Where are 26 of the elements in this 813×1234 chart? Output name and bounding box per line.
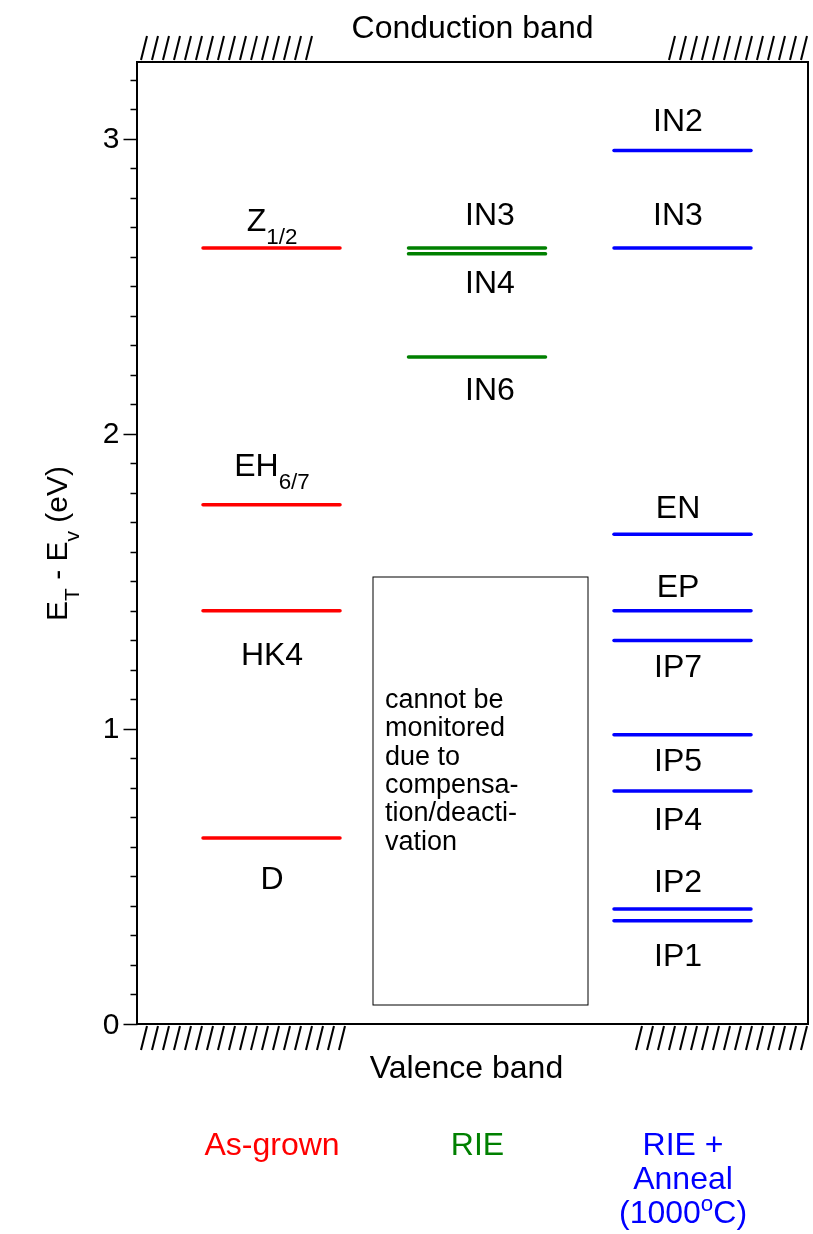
annotation: IN3: [653, 196, 703, 233]
annotation: EH$_{6/7}$: [234, 447, 310, 494]
text: Conduction band: [351, 9, 594, 45]
x-tick-label: As-grown: [204, 1125, 340, 1162]
annotation: IN2: [653, 102, 703, 139]
annotation: IP5: [653, 742, 703, 779]
x-tick-label: RIE: [450, 1125, 505, 1162]
text: Valence band: [369, 1049, 564, 1085]
annotation: IP4: [653, 801, 703, 838]
annotation: IN6: [465, 370, 515, 407]
annotation: IP7: [653, 647, 703, 684]
annotation: HK4: [240, 636, 304, 673]
annotation: IP1: [653, 937, 703, 974]
annotation: D: [260, 860, 284, 897]
annotation: IN4: [465, 264, 515, 301]
y-tick-label: 2: [102, 416, 120, 450]
y-tick-label: 1: [102, 711, 120, 745]
y-tick-label: 0: [102, 1006, 120, 1040]
x-tick-label: RIE + Anneal (1000$^{o}$C): [618, 1125, 748, 1230]
annotation: EN: [655, 488, 701, 525]
annotation: IN3: [465, 196, 515, 233]
annotation: Z$_{1/2}$: [246, 202, 298, 249]
y-tick-label: 3: [102, 121, 120, 155]
annotation: EP: [656, 568, 700, 605]
annotation: cannot be monitored due to compensa- tion/deacti- vation: [385, 684, 519, 856]
annotation: IP2: [653, 863, 703, 900]
